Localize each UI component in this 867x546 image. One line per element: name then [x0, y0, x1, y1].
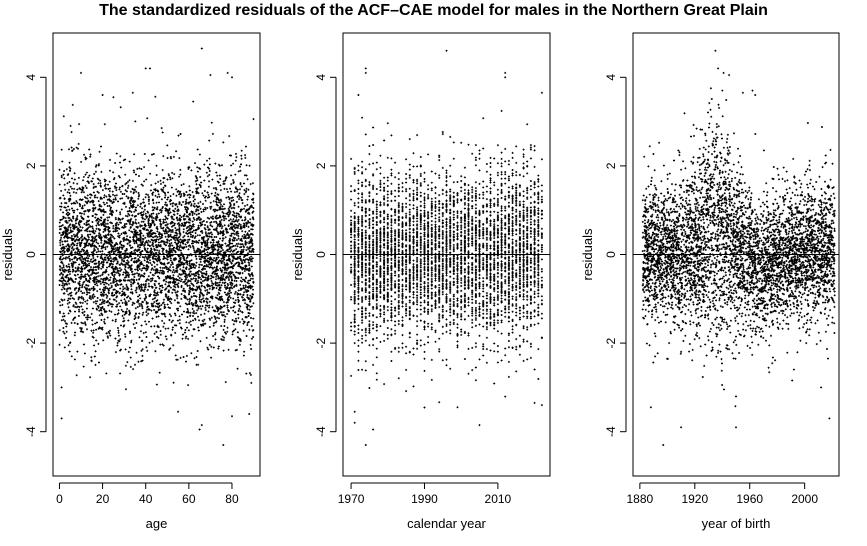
y-tick-label: -4 [314, 426, 328, 437]
x-tick-label: 20 [96, 492, 110, 506]
y-tick-label: 4 [24, 74, 38, 81]
y-tick-label: 0 [314, 251, 328, 258]
y-axis-label: residuals [580, 228, 595, 281]
x-tick-label: 80 [225, 492, 239, 506]
x-tick-label: 2000 [791, 492, 818, 506]
x-tick-label: 60 [182, 492, 196, 506]
y-tick-label: 0 [604, 251, 618, 258]
panel-2: 1970 1990 2010 -4 -2 0 2 4 calendar year residual… [290, 32, 551, 531]
y-tick-label: 2 [314, 162, 328, 169]
y-tick-label: -4 [604, 426, 618, 437]
panel-1: 0 20 40 60 80 -4 -2 0 2 4 age residuals [0, 32, 261, 531]
y-tick-label: 2 [24, 162, 38, 169]
x-tick-label: 1920 [681, 492, 708, 506]
data-points [641, 49, 836, 446]
x-tick-label: 1880 [627, 492, 654, 506]
y-tick-label: -2 [604, 337, 618, 348]
y-tick-label: 4 [604, 74, 618, 81]
y-tick-label: 2 [604, 162, 618, 169]
x-tick-label: 1960 [736, 492, 763, 506]
x-tick-label: 2010 [485, 492, 512, 506]
y-tick-label: -2 [314, 337, 328, 348]
y-axis-label: residuals [290, 228, 305, 281]
x-tick-label: 1970 [338, 492, 365, 506]
chart-title: The standardized residuals of the ACF–CA… [99, 2, 768, 19]
data-points [350, 49, 543, 446]
x-tick-label: 0 [56, 492, 63, 506]
x-axis-label: calendar year [407, 516, 486, 531]
y-tick-label: 4 [314, 74, 328, 81]
x-axis-label: age [146, 516, 168, 531]
x-axis-label: year of birth [702, 516, 771, 531]
panel-3: 1880 1920 1960 2000 -4 -2 0 2 4 year of birth resi… [580, 32, 840, 531]
x-tick-label: 40 [139, 492, 153, 506]
data-points [58, 47, 255, 446]
y-tick-label: 0 [24, 251, 38, 258]
y-tick-label: -2 [24, 337, 38, 348]
y-tick-label: -4 [24, 426, 38, 437]
y-axis-label: residuals [0, 228, 15, 281]
x-tick-label: 1990 [411, 492, 438, 506]
